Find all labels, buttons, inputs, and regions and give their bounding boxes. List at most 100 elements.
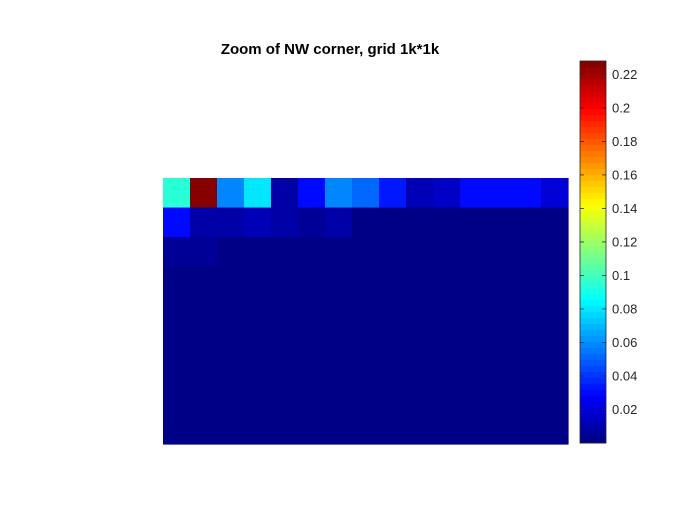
colorbar-segment <box>580 371 606 378</box>
colorbar-segment <box>580 216 606 223</box>
colorbar-segment <box>580 311 606 319</box>
colorbar-segment <box>580 66 606 74</box>
colorbar-segment <box>580 150 606 157</box>
heatmap-cell <box>541 384 569 416</box>
heatmap-cell <box>352 355 380 386</box>
heatmap-cell <box>352 237 380 268</box>
heatmap-cell <box>271 237 299 268</box>
heatmap-cell <box>460 414 488 445</box>
heatmap-cell <box>460 296 488 327</box>
heatmap-cell <box>190 178 218 209</box>
colorbar-tick-label: 0.06 <box>612 335 637 350</box>
heatmap-cell <box>379 207 407 238</box>
colorbar-segment <box>580 180 606 187</box>
colorbar-segment <box>580 353 606 360</box>
heatmap-cell <box>298 237 326 268</box>
colorbar-segment <box>580 395 606 402</box>
chart-title: Zoom of NW corner, grid 1k*1k <box>221 41 440 58</box>
heatmap-cell <box>298 207 326 238</box>
heatmap-cell <box>460 384 488 416</box>
heatmap-cell <box>406 207 434 238</box>
heatmap-cell <box>325 237 353 268</box>
heatmap-cell <box>406 237 434 268</box>
colorbar-segment <box>580 138 606 146</box>
heatmap-cell <box>163 296 191 327</box>
colorbar-segment <box>580 347 606 354</box>
heatmap-cell <box>487 355 515 386</box>
heatmap-cell <box>163 414 191 445</box>
heatmap-cell <box>541 325 569 356</box>
heatmap-cell <box>541 237 569 268</box>
heatmap-cell <box>460 325 488 356</box>
heatmap-cell <box>487 237 515 268</box>
heatmap-cell <box>190 414 218 445</box>
heatmap-cell <box>190 384 218 416</box>
colorbar-tick-label: 0.22 <box>612 67 637 82</box>
colorbar-segment <box>580 401 606 408</box>
heatmap-cell <box>460 266 488 297</box>
colorbar-segment <box>580 335 606 343</box>
heatmap-cell <box>163 325 191 356</box>
colorbar-segment <box>580 198 606 205</box>
heatmap-cell <box>514 266 542 297</box>
heatmap-cell <box>244 414 272 445</box>
colorbar-segment <box>580 204 606 211</box>
colorbar-segment <box>580 210 606 217</box>
heatmap-cell <box>433 296 461 327</box>
heatmap-cell <box>271 355 299 386</box>
colorbar-segment <box>580 359 606 366</box>
colorbar-segment <box>580 281 606 289</box>
heatmap-cell <box>190 266 218 297</box>
heatmap-cell <box>460 178 488 209</box>
heatmap-cell <box>352 178 380 209</box>
heatmap-cell <box>244 296 272 327</box>
colorbar-segment <box>580 78 606 86</box>
heatmap-cell <box>325 325 353 356</box>
heatmap-cell <box>298 355 326 386</box>
heatmap-cell <box>244 384 272 416</box>
heatmap-cell <box>514 207 542 238</box>
heatmap-cell <box>190 296 218 327</box>
heatmap-cell <box>541 414 569 445</box>
colorbar-segment <box>580 162 606 169</box>
heatmap-cell <box>325 266 353 297</box>
heatmap-cell <box>244 178 272 209</box>
heatmap-cell <box>379 296 407 327</box>
heatmap-cell <box>352 207 380 238</box>
colorbar-segment <box>580 269 606 277</box>
heatmap-cell <box>325 178 353 209</box>
heatmap-cell <box>379 355 407 386</box>
colorbar-segment <box>580 275 606 283</box>
colorbar-segment <box>580 192 606 199</box>
heatmap-grid <box>163 178 569 445</box>
heatmap-cell <box>298 178 326 209</box>
heatmap-cell <box>163 384 191 416</box>
colorbar-segment <box>580 84 606 92</box>
heatmap-cell <box>271 384 299 416</box>
colorbar-segment <box>580 168 606 175</box>
heatmap-cell <box>163 355 191 386</box>
heatmap-cell <box>190 355 218 386</box>
heatmap-cell <box>298 325 326 356</box>
heatmap-cell <box>325 384 353 416</box>
colorbar-tick-label: 0.2 <box>612 100 630 115</box>
colorbar-tick-label: 0.1 <box>612 268 630 283</box>
heatmap-cell <box>406 178 434 209</box>
heatmap-cell <box>514 384 542 416</box>
heatmap-cell <box>514 325 542 356</box>
colorbar-segment <box>580 90 606 98</box>
colorbar-segment <box>580 240 606 247</box>
heatmap-cell <box>217 355 245 386</box>
heatmap-cell <box>298 296 326 327</box>
heatmap-cell <box>352 266 380 297</box>
heatmap-cell <box>460 207 488 238</box>
heatmap-cell <box>352 296 380 327</box>
colorbar-segment <box>580 287 606 295</box>
heatmap-cell <box>433 384 461 416</box>
heatmap-cell <box>541 266 569 297</box>
heatmap-cell <box>271 414 299 445</box>
heatmap-cell <box>460 355 488 386</box>
colorbar-segment <box>580 437 606 444</box>
colorbar-segment <box>580 383 606 390</box>
heatmap-cell <box>163 266 191 297</box>
